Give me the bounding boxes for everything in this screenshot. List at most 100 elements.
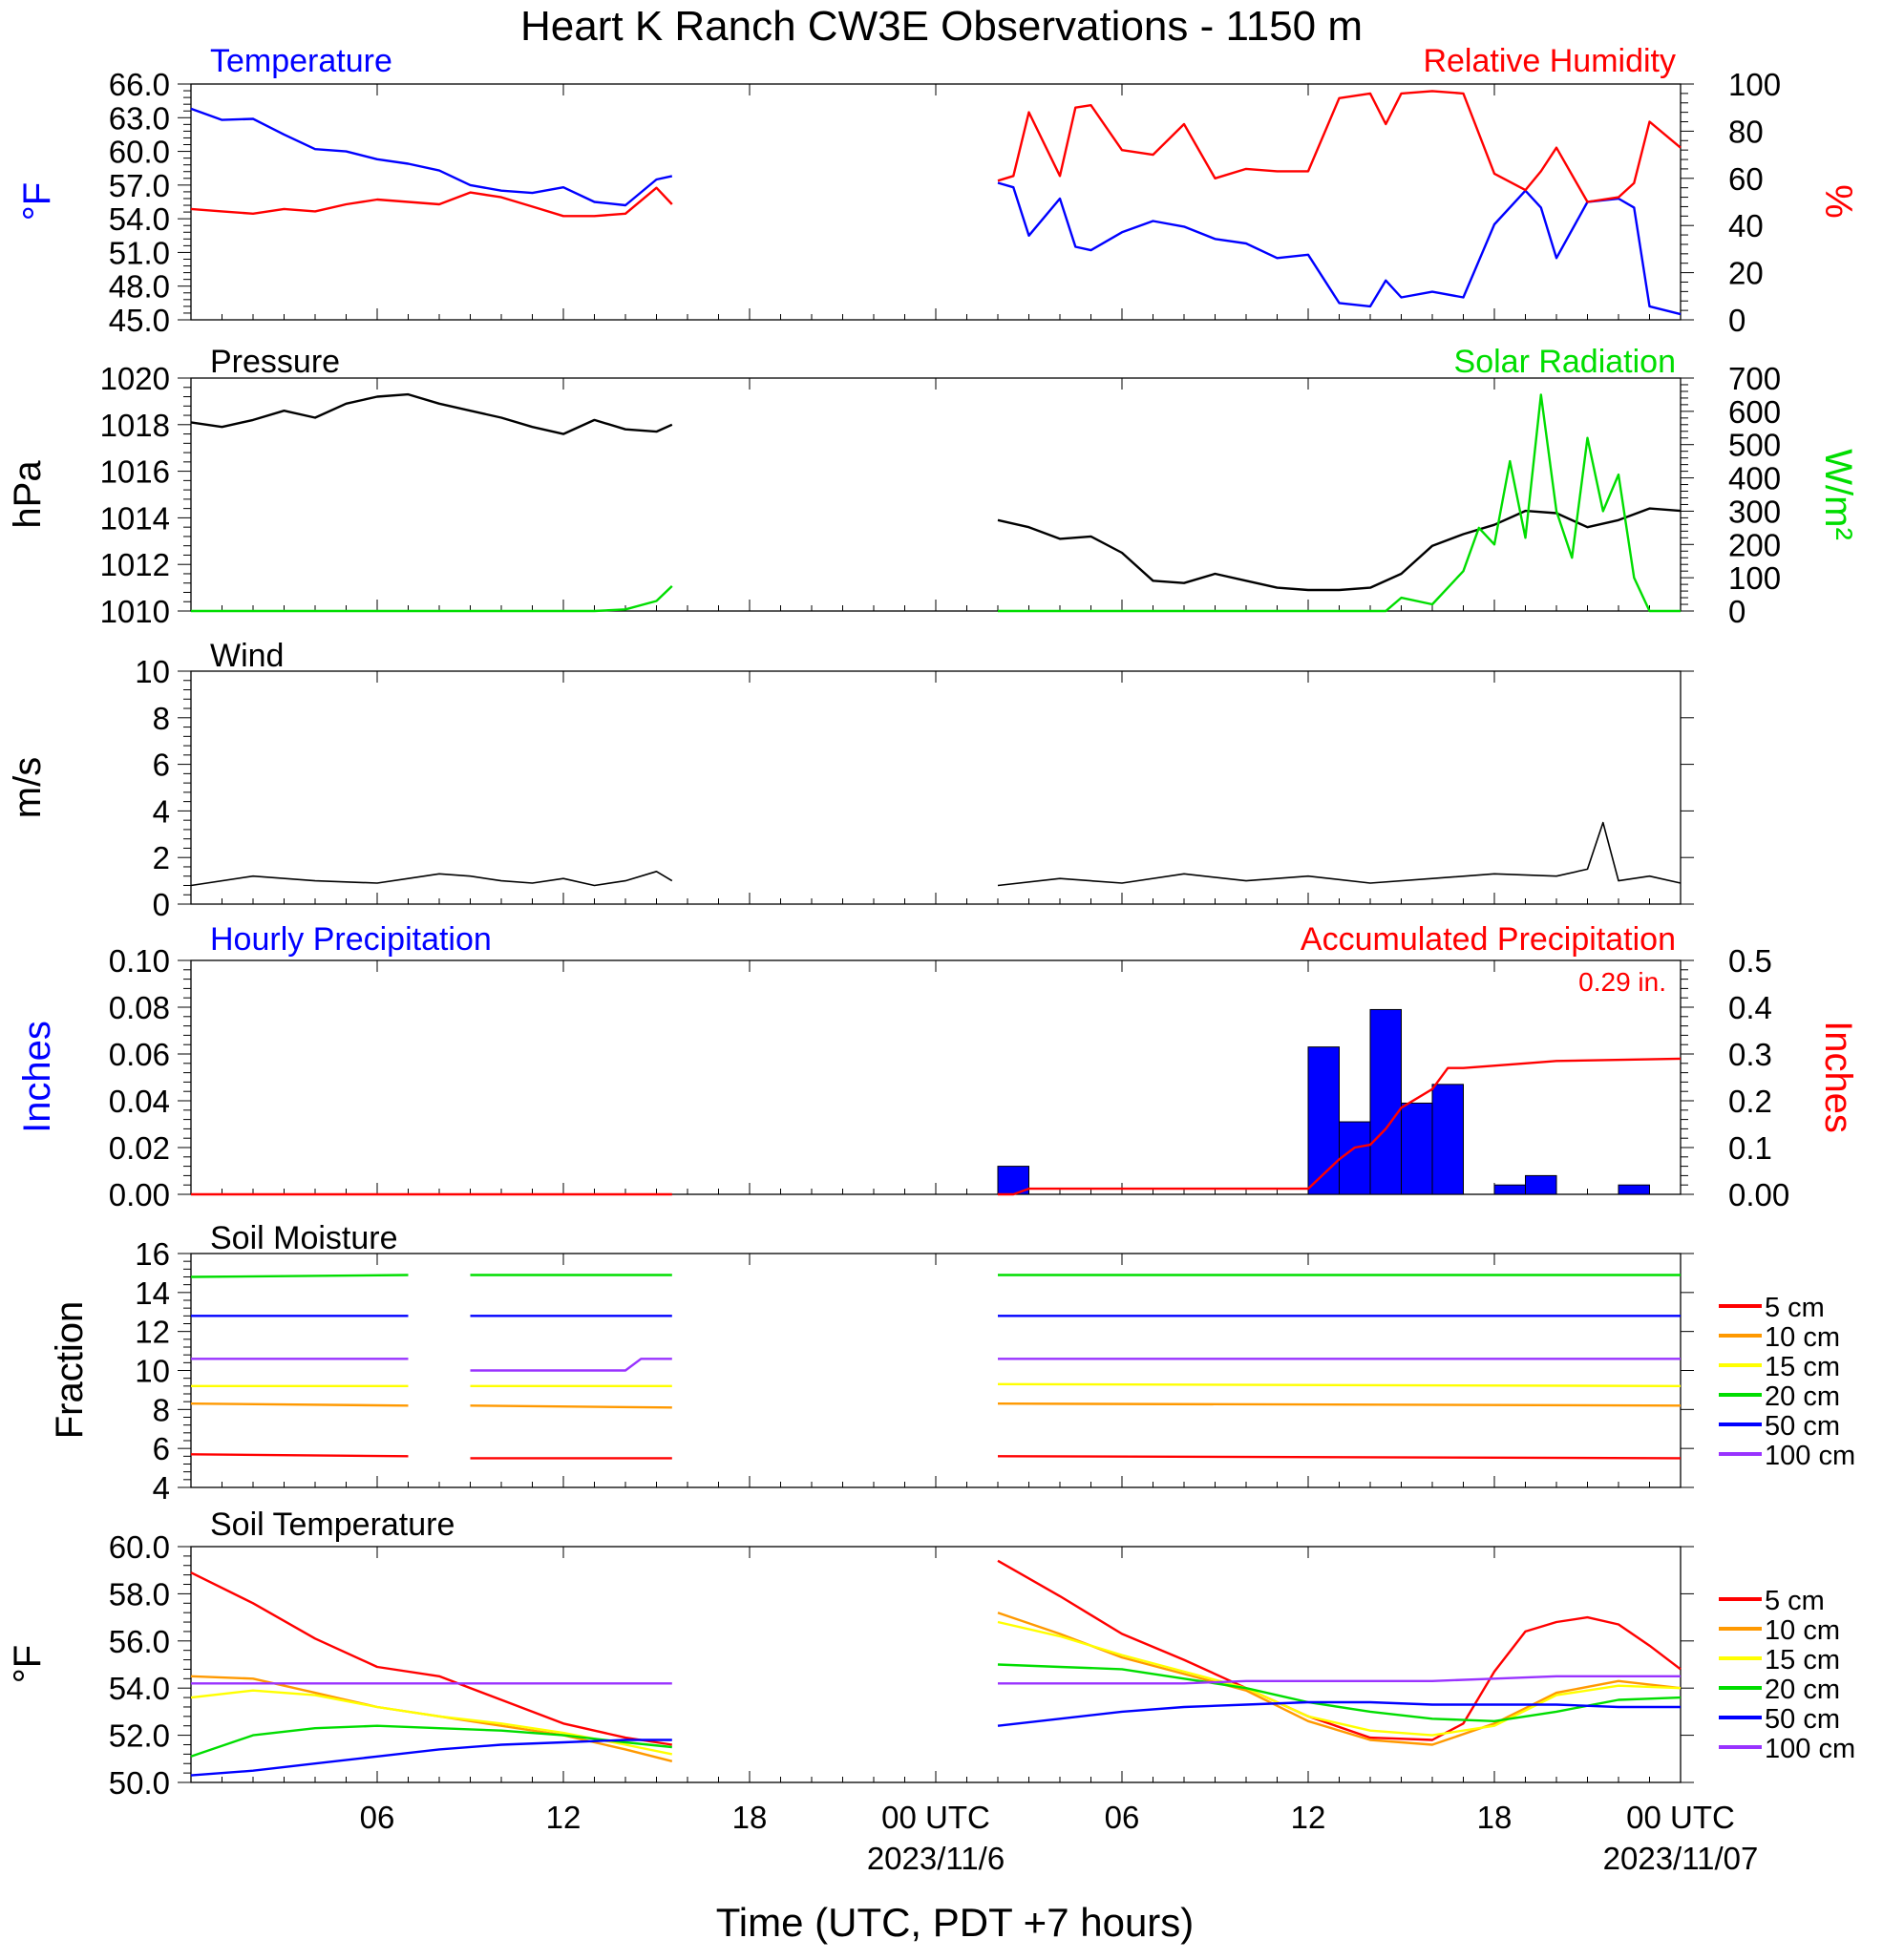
y-tick-label: 60.0	[109, 1529, 170, 1565]
y-tick-label: 6	[153, 748, 170, 783]
panel-frame	[190, 377, 1682, 612]
y-tick-label: 8	[153, 701, 170, 736]
y-tick-label: 60.0	[109, 135, 170, 170]
y-right-tick-label: 0	[1728, 303, 1745, 338]
temperature-ylabel: °F	[16, 182, 58, 221]
x-tick-label: 06	[1105, 1800, 1140, 1835]
y-right-tick-label: 0.3	[1728, 1037, 1772, 1072]
precip-bar	[1401, 1102, 1433, 1195]
y-tick-label: 57.0	[109, 168, 170, 203]
precip-bar	[1369, 1008, 1402, 1195]
soil-temperature-ylabel: °F	[7, 1645, 49, 1683]
series-line-10-cm	[997, 1612, 1682, 1746]
legend-label: 15 cm	[1765, 1352, 1840, 1382]
series-line-50-cm	[997, 1700, 1681, 1727]
y-tick-label: 2	[153, 840, 170, 875]
precip-bar	[1525, 1174, 1557, 1195]
y-tick-label: 56.0	[109, 1624, 170, 1659]
y-right-tick-label: 300	[1728, 494, 1781, 529]
y-tick-label: 0	[153, 887, 170, 922]
legend-label: 10 cm	[1765, 1322, 1840, 1353]
y-right-tick-label: 100	[1728, 560, 1781, 596]
pressure-ylabel: hPa	[7, 460, 49, 529]
y-right-tick-label: 0.2	[1728, 1084, 1772, 1119]
y-tick-label: 0.08	[109, 990, 170, 1025]
wind-panel: Wind m/s 0 2 4 6 8 10	[7, 638, 1694, 922]
series-line-relative-humidity	[997, 90, 1682, 203]
x-axis-title: Time (UTC, PDT +7 hours)	[716, 1900, 1195, 1945]
y-tick-label: 6	[153, 1431, 170, 1466]
series-line-5-cm	[190, 1453, 409, 1458]
y-tick-label: 1012	[100, 547, 170, 582]
humidity-title: Relative Humidity	[1423, 43, 1676, 79]
y-tick-label: 0.06	[109, 1037, 170, 1072]
series-line-pressure	[190, 392, 673, 435]
y-tick-label: 8	[153, 1392, 170, 1427]
hourly-precip-title: Hourly Precipitation	[210, 921, 492, 958]
series-line-wind	[190, 870, 673, 887]
y-tick-label: 51.0	[109, 235, 170, 270]
series-line-temperature	[190, 107, 673, 207]
x-tick-label: 00 UTC	[881, 1800, 990, 1835]
series-line-50-cm	[190, 1739, 672, 1777]
series-line-100-cm	[470, 1358, 672, 1372]
y-tick-label: 16	[135, 1236, 170, 1272]
soil-temperature-title: Soil Temperature	[210, 1507, 455, 1543]
y-tick-label: 10	[135, 654, 170, 689]
legend-label: 5 cm	[1765, 1586, 1825, 1616]
legend-label: 15 cm	[1765, 1645, 1840, 1675]
y-right-tick-label: 600	[1728, 394, 1781, 430]
series-line-relative-humidity	[190, 186, 673, 218]
series-line-10-cm	[997, 1402, 1682, 1407]
y-tick-label: 50.0	[109, 1765, 170, 1801]
series-line-wind	[997, 821, 1682, 887]
y-tick-label: 0.10	[109, 943, 170, 979]
series-line-20-cm	[997, 1663, 1682, 1723]
y-right-tick-label: 700	[1728, 361, 1781, 396]
wind-ylabel: m/s	[7, 757, 49, 818]
precip-bar	[1493, 1184, 1526, 1195]
legend-label: 20 cm	[1765, 1381, 1840, 1412]
y-tick-label: 54.0	[109, 1671, 170, 1706]
precip-bar	[1307, 1046, 1340, 1195]
y-right-tick-label: 20	[1728, 256, 1764, 291]
series-line-temperature	[997, 181, 1682, 316]
y-tick-label: 0.04	[109, 1084, 170, 1119]
humidity-ylabel: %	[1817, 184, 1859, 219]
y-tick-label: 58.0	[109, 1576, 170, 1612]
series-line-10-cm	[190, 1402, 409, 1407]
panel-frame	[190, 1253, 1682, 1488]
y-right-tick-label: 400	[1728, 461, 1781, 496]
x-date-label: 2023/11/6	[867, 1841, 1005, 1876]
series-line-20-cm	[190, 1274, 409, 1278]
y-tick-label: 4	[153, 793, 170, 829]
y-tick-label: 1014	[100, 500, 170, 536]
y-tick-label: 54.0	[109, 201, 170, 237]
y-tick-label: 52.0	[109, 1718, 170, 1754]
soil-temperature-panel: Soil Temperature °F 50.0 52.0 54.0 56.0 58.0…	[7, 1507, 1855, 1801]
y-right-tick-label: 0.1	[1728, 1130, 1772, 1166]
precip-bar	[1431, 1084, 1464, 1195]
series-line-10-cm	[470, 1404, 672, 1409]
x-tick-label: 18	[732, 1800, 768, 1835]
y-tick-label: 4	[153, 1470, 170, 1506]
temperature-title: Temperature	[210, 43, 392, 79]
y-right-tick-label: 100	[1728, 67, 1781, 102]
precipitation-panel: Hourly Precipitation Accumulated Precipi…	[16, 921, 1859, 1212]
legend-label: 5 cm	[1765, 1293, 1825, 1323]
y-right-tick-label: 60	[1728, 161, 1764, 197]
series-line-15-cm	[997, 1620, 1682, 1737]
y-tick-label: 1016	[100, 454, 170, 490]
y-tick-label: 1010	[100, 594, 170, 629]
y-tick-label: 10	[135, 1354, 170, 1389]
y-tick-label: 14	[135, 1275, 170, 1311]
y-tick-label: 12	[135, 1315, 170, 1350]
x-date-label: 2023/11/07	[1603, 1841, 1759, 1876]
legend-label: 10 cm	[1765, 1615, 1840, 1646]
pressure-solar-panel: Pressure Solar Radiation hPa W/m² 1010 10…	[7, 344, 1859, 629]
x-tick-label: 12	[546, 1800, 582, 1835]
series-line-5-cm	[997, 1455, 1682, 1460]
y-right-tick-label: 80	[1728, 114, 1764, 149]
